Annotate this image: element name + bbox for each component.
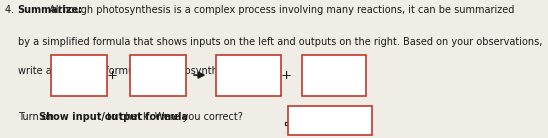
Text: to check. Were you correct?: to check. Were you correct?: [104, 112, 243, 122]
FancyBboxPatch shape: [302, 55, 367, 96]
Text: +: +: [280, 69, 291, 82]
FancyBboxPatch shape: [288, 106, 372, 135]
Text: 4.: 4.: [5, 5, 17, 15]
Text: Show input/output formula: Show input/output formula: [39, 112, 188, 122]
Text: Although photosynthesis is a complex process involving many reactions, it can be: Although photosynthesis is a complex pro…: [46, 5, 515, 15]
Text: Summarize:: Summarize:: [18, 5, 83, 15]
FancyBboxPatch shape: [130, 55, 186, 96]
FancyBboxPatch shape: [216, 55, 281, 96]
FancyBboxPatch shape: [51, 55, 107, 96]
Text: Turn on: Turn on: [18, 112, 57, 122]
Text: +: +: [107, 69, 118, 82]
Text: by a simplified formula that shows inputs on the left and outputs on the right. : by a simplified formula that shows input…: [18, 37, 542, 47]
Text: write a simplified formula for photosynthesis:: write a simplified formula for photosynt…: [18, 66, 240, 76]
FancyBboxPatch shape: [285, 122, 294, 125]
